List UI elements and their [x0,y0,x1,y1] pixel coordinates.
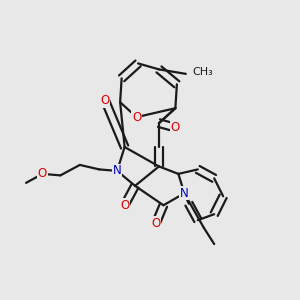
Text: O: O [151,217,160,230]
Text: O: O [171,121,180,134]
Text: O: O [132,111,141,124]
Text: N: N [113,164,122,177]
Text: N: N [180,187,189,200]
Text: CH₃: CH₃ [192,68,213,77]
Text: O: O [38,167,47,180]
Text: O: O [100,94,110,107]
Text: O: O [120,199,129,212]
